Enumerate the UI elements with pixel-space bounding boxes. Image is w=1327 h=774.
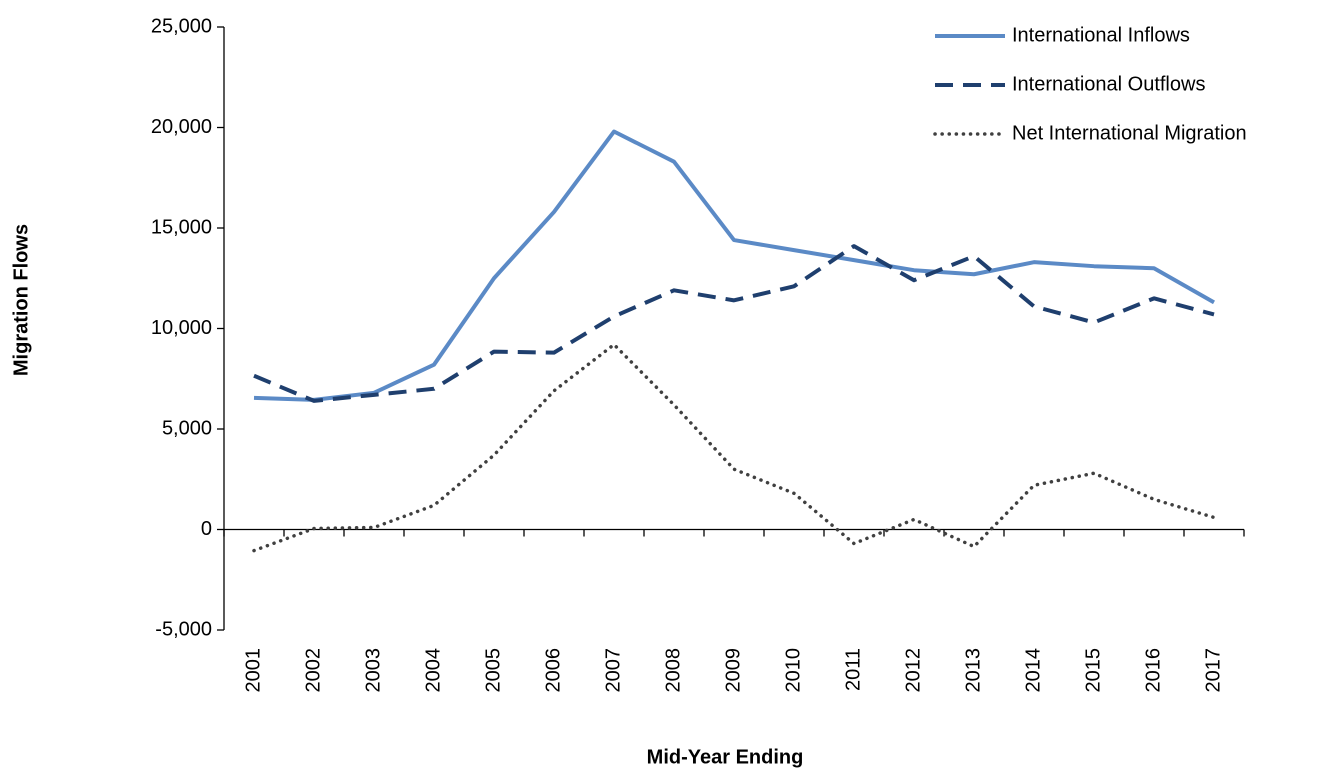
legend-label: International Inflows	[1012, 24, 1190, 46]
legend-label: International Outflows	[1012, 73, 1205, 95]
series-line	[253, 129, 1215, 402]
y-tick-label: -5,000	[155, 618, 212, 640]
y-axis-title: Migration Flows	[10, 224, 32, 376]
x-tick-label: 2006	[542, 648, 564, 693]
y-tick-label: 15,000	[151, 216, 212, 238]
x-tick-label: 2010	[782, 648, 804, 693]
y-tick-label: 10,000	[151, 317, 212, 339]
y-tick-label: 25,000	[151, 15, 212, 37]
x-tick-label: 2013	[962, 648, 984, 693]
legend-label: Net International Migration	[1012, 122, 1247, 144]
x-tick-label: 2012	[902, 648, 924, 693]
x-tick-label: 2011	[842, 648, 864, 691]
x-tick-label: 2007	[602, 648, 624, 693]
x-tick-label: 2004	[422, 648, 444, 693]
series-line	[253, 244, 1215, 403]
x-tick-label: 2014	[1022, 648, 1044, 693]
x-tick-label: 2005	[482, 648, 504, 693]
y-tick-label: 20,000	[151, 116, 212, 138]
x-tick-label: 2016	[1142, 648, 1164, 693]
x-tick-label: 2017	[1202, 648, 1224, 693]
x-tick-label: 2008	[662, 648, 684, 693]
x-tick-label: 2009	[722, 648, 744, 693]
y-tick-label: 0	[201, 518, 212, 540]
x-axis-title: Mid-Year Ending	[647, 746, 804, 768]
series-line	[252, 342, 1216, 553]
x-tick-label: 2015	[1082, 648, 1104, 693]
y-tick-label: 5,000	[162, 417, 212, 439]
x-tick-label: 2002	[302, 648, 324, 693]
x-tick-label: 2001	[242, 648, 264, 693]
x-tick-label: 2003	[362, 648, 384, 693]
